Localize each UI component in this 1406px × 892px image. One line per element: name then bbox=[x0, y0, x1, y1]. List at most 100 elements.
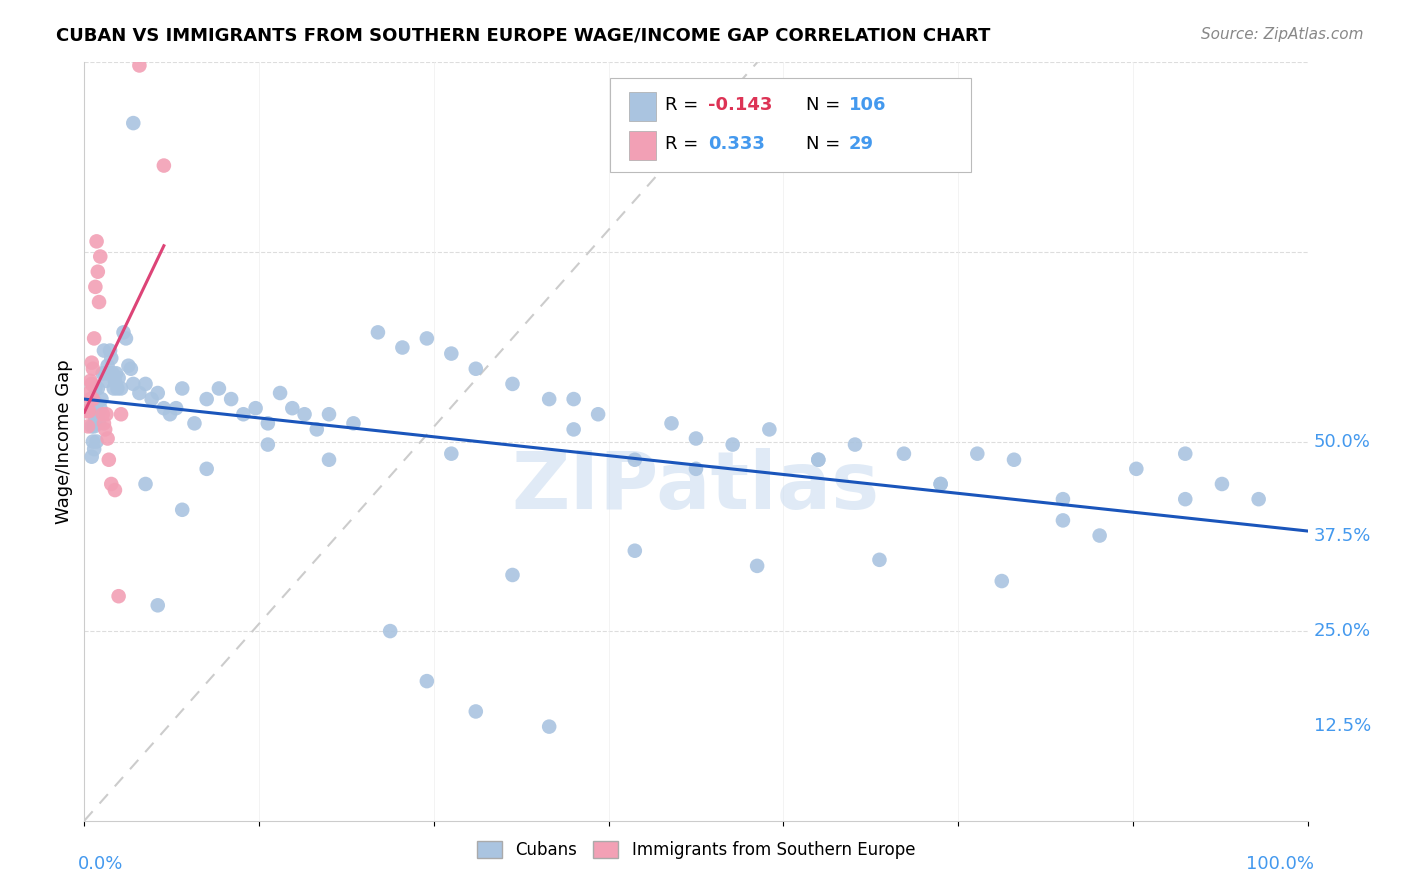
Point bbox=[440, 346, 463, 360]
Point bbox=[86, 434, 108, 449]
Point bbox=[538, 392, 561, 406]
Point bbox=[77, 404, 100, 418]
Point bbox=[245, 401, 267, 416]
Point bbox=[562, 392, 585, 406]
Point bbox=[416, 674, 439, 689]
Point bbox=[87, 407, 110, 421]
Point bbox=[1125, 462, 1147, 476]
Text: 0.333: 0.333 bbox=[709, 136, 765, 153]
Point bbox=[104, 374, 127, 388]
Point bbox=[84, 280, 107, 294]
Point bbox=[107, 371, 129, 385]
Text: 12.5%: 12.5% bbox=[1313, 717, 1371, 735]
Point bbox=[82, 404, 104, 418]
Point bbox=[929, 477, 952, 491]
Point bbox=[135, 477, 157, 491]
Point bbox=[87, 295, 110, 310]
Point bbox=[141, 392, 163, 406]
Point bbox=[1174, 447, 1197, 461]
Point bbox=[1052, 492, 1074, 507]
Text: N =: N = bbox=[806, 136, 846, 153]
Point bbox=[624, 543, 647, 558]
Point bbox=[86, 396, 108, 410]
Point bbox=[305, 422, 328, 436]
Point bbox=[93, 343, 115, 358]
Point bbox=[165, 401, 187, 416]
Point bbox=[269, 386, 291, 401]
Point bbox=[685, 462, 707, 476]
Point bbox=[115, 331, 138, 345]
Point bbox=[97, 359, 120, 373]
Point bbox=[502, 376, 524, 391]
Point bbox=[89, 250, 111, 264]
Point bbox=[195, 392, 218, 406]
Point bbox=[1211, 477, 1233, 491]
Point bbox=[100, 477, 122, 491]
Point bbox=[90, 392, 112, 406]
Point bbox=[103, 382, 125, 396]
Point bbox=[991, 574, 1014, 588]
Point bbox=[538, 720, 561, 734]
Point bbox=[82, 434, 104, 449]
Point bbox=[98, 343, 121, 358]
Text: 106: 106 bbox=[849, 96, 886, 114]
Y-axis label: Wage/Income Gap: Wage/Income Gap bbox=[55, 359, 73, 524]
Point bbox=[966, 447, 988, 461]
Text: R =: R = bbox=[665, 96, 704, 114]
Point bbox=[82, 361, 104, 376]
Point bbox=[219, 392, 242, 406]
Point bbox=[342, 417, 364, 431]
Point bbox=[416, 331, 439, 345]
Point bbox=[80, 450, 103, 464]
Point bbox=[502, 568, 524, 582]
Point bbox=[128, 386, 150, 401]
Point bbox=[1088, 528, 1111, 542]
Point bbox=[87, 417, 110, 431]
Point bbox=[107, 589, 129, 603]
Point bbox=[1174, 492, 1197, 507]
Point bbox=[96, 374, 118, 388]
Text: -0.143: -0.143 bbox=[709, 96, 772, 114]
Bar bbox=[628, 92, 655, 120]
Point bbox=[440, 447, 463, 461]
Point bbox=[79, 374, 101, 388]
Point bbox=[128, 58, 150, 72]
Point bbox=[76, 404, 98, 418]
Point bbox=[844, 437, 866, 451]
Point bbox=[94, 366, 117, 380]
Point bbox=[101, 366, 124, 380]
Point bbox=[80, 356, 103, 370]
Point bbox=[159, 407, 181, 421]
Point bbox=[257, 417, 280, 431]
Point bbox=[367, 326, 389, 340]
Point bbox=[93, 417, 115, 431]
Point bbox=[183, 417, 205, 431]
Point bbox=[91, 407, 114, 421]
Text: 100.0%: 100.0% bbox=[1246, 855, 1313, 872]
Point bbox=[84, 382, 107, 396]
Point bbox=[84, 412, 107, 426]
Point bbox=[562, 422, 585, 436]
Point bbox=[77, 386, 100, 401]
Point bbox=[120, 361, 142, 376]
Point bbox=[122, 376, 145, 391]
Point bbox=[135, 376, 157, 391]
Point bbox=[380, 624, 402, 639]
Point bbox=[624, 452, 647, 467]
Point bbox=[110, 407, 132, 421]
Point bbox=[869, 553, 891, 567]
Point bbox=[146, 386, 169, 401]
Point bbox=[96, 407, 118, 421]
Point bbox=[391, 341, 413, 355]
Point bbox=[83, 442, 105, 457]
Point bbox=[97, 452, 120, 467]
Legend: Cubans, Immigrants from Southern Europe: Cubans, Immigrants from Southern Europe bbox=[470, 834, 922, 865]
Point bbox=[893, 447, 915, 461]
Point bbox=[146, 599, 169, 613]
FancyBboxPatch shape bbox=[610, 78, 972, 172]
Text: 50.0%: 50.0% bbox=[1313, 433, 1371, 450]
Point bbox=[195, 462, 218, 476]
Point bbox=[464, 361, 486, 376]
Point bbox=[105, 366, 128, 380]
Point bbox=[79, 404, 101, 418]
